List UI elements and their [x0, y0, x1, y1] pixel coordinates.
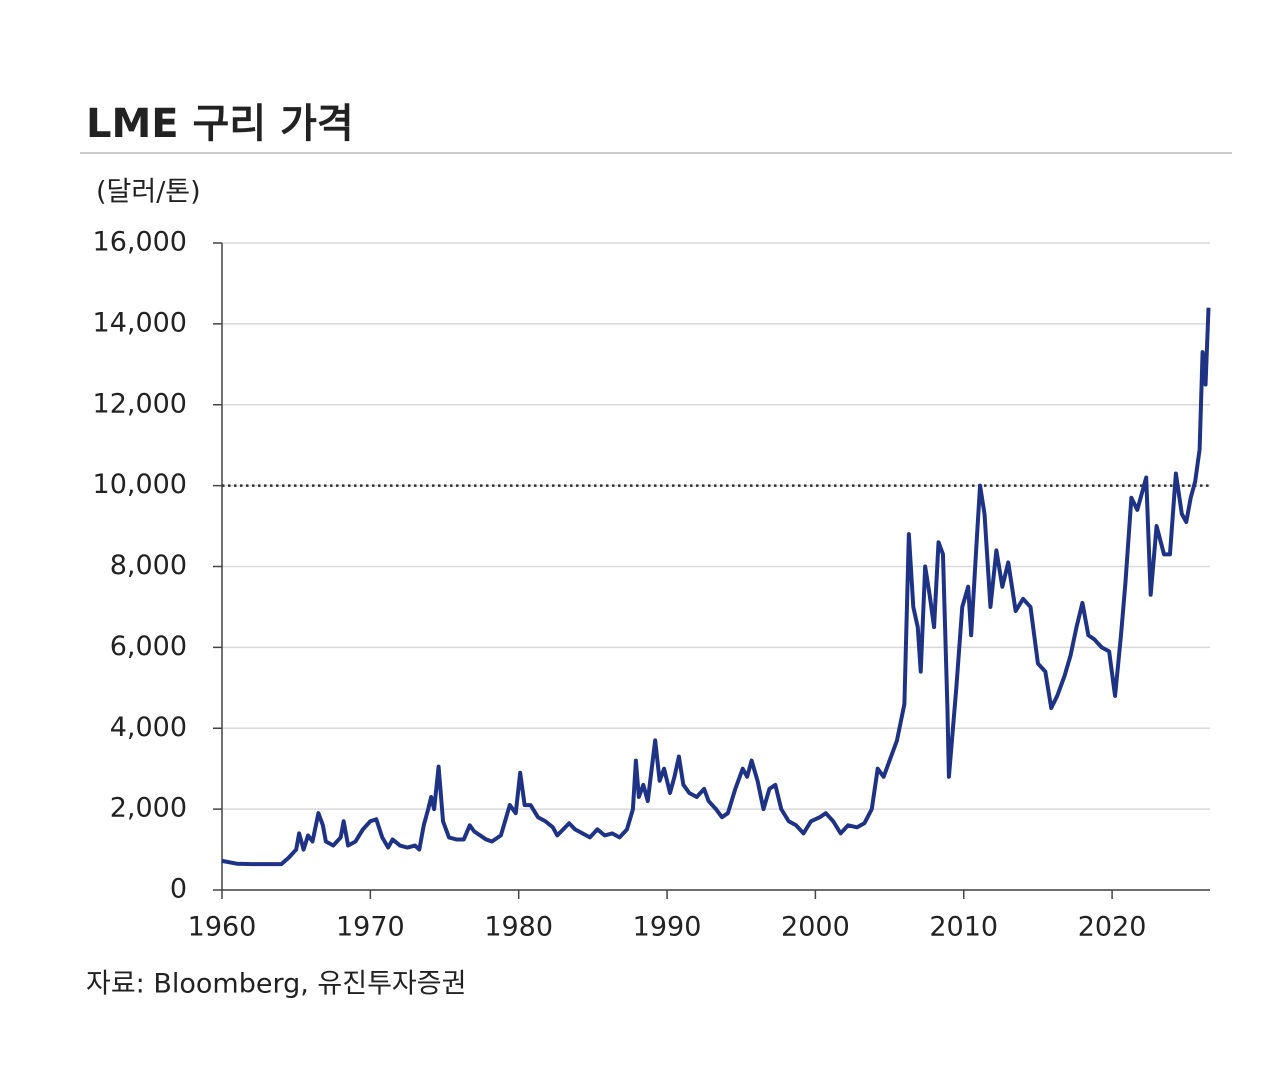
y-axis-label: (달러/톤)	[96, 177, 201, 208]
x-tick-label: 2020	[1078, 912, 1147, 943]
source-note: 자료: Bloomberg, 유진투자증권	[86, 969, 466, 1000]
y-tick-label: 0	[170, 874, 187, 905]
x-tick-label: 1970	[336, 912, 405, 943]
y-tick-label: 6,000	[110, 631, 187, 662]
x-tick-label: 1960	[188, 912, 257, 943]
y-tick-label: 12,000	[93, 388, 187, 419]
y-tick-label: 10,000	[93, 469, 187, 500]
x-tick-label: 1990	[633, 912, 702, 943]
x-tick-label: 1980	[484, 912, 553, 943]
price-line	[221, 307, 1211, 867]
y-tick-label: 8,000	[110, 550, 187, 581]
y-tick-label: 2,000	[110, 793, 187, 824]
y-tick-label: 14,000	[93, 307, 187, 338]
x-tick-label: 2000	[781, 912, 850, 943]
x-tick-label: 2010	[929, 912, 998, 943]
chart-title: LME 구리 가격	[86, 101, 354, 147]
y-tick-label: 16,000	[93, 227, 187, 258]
y-tick-label: 4,000	[110, 712, 187, 743]
